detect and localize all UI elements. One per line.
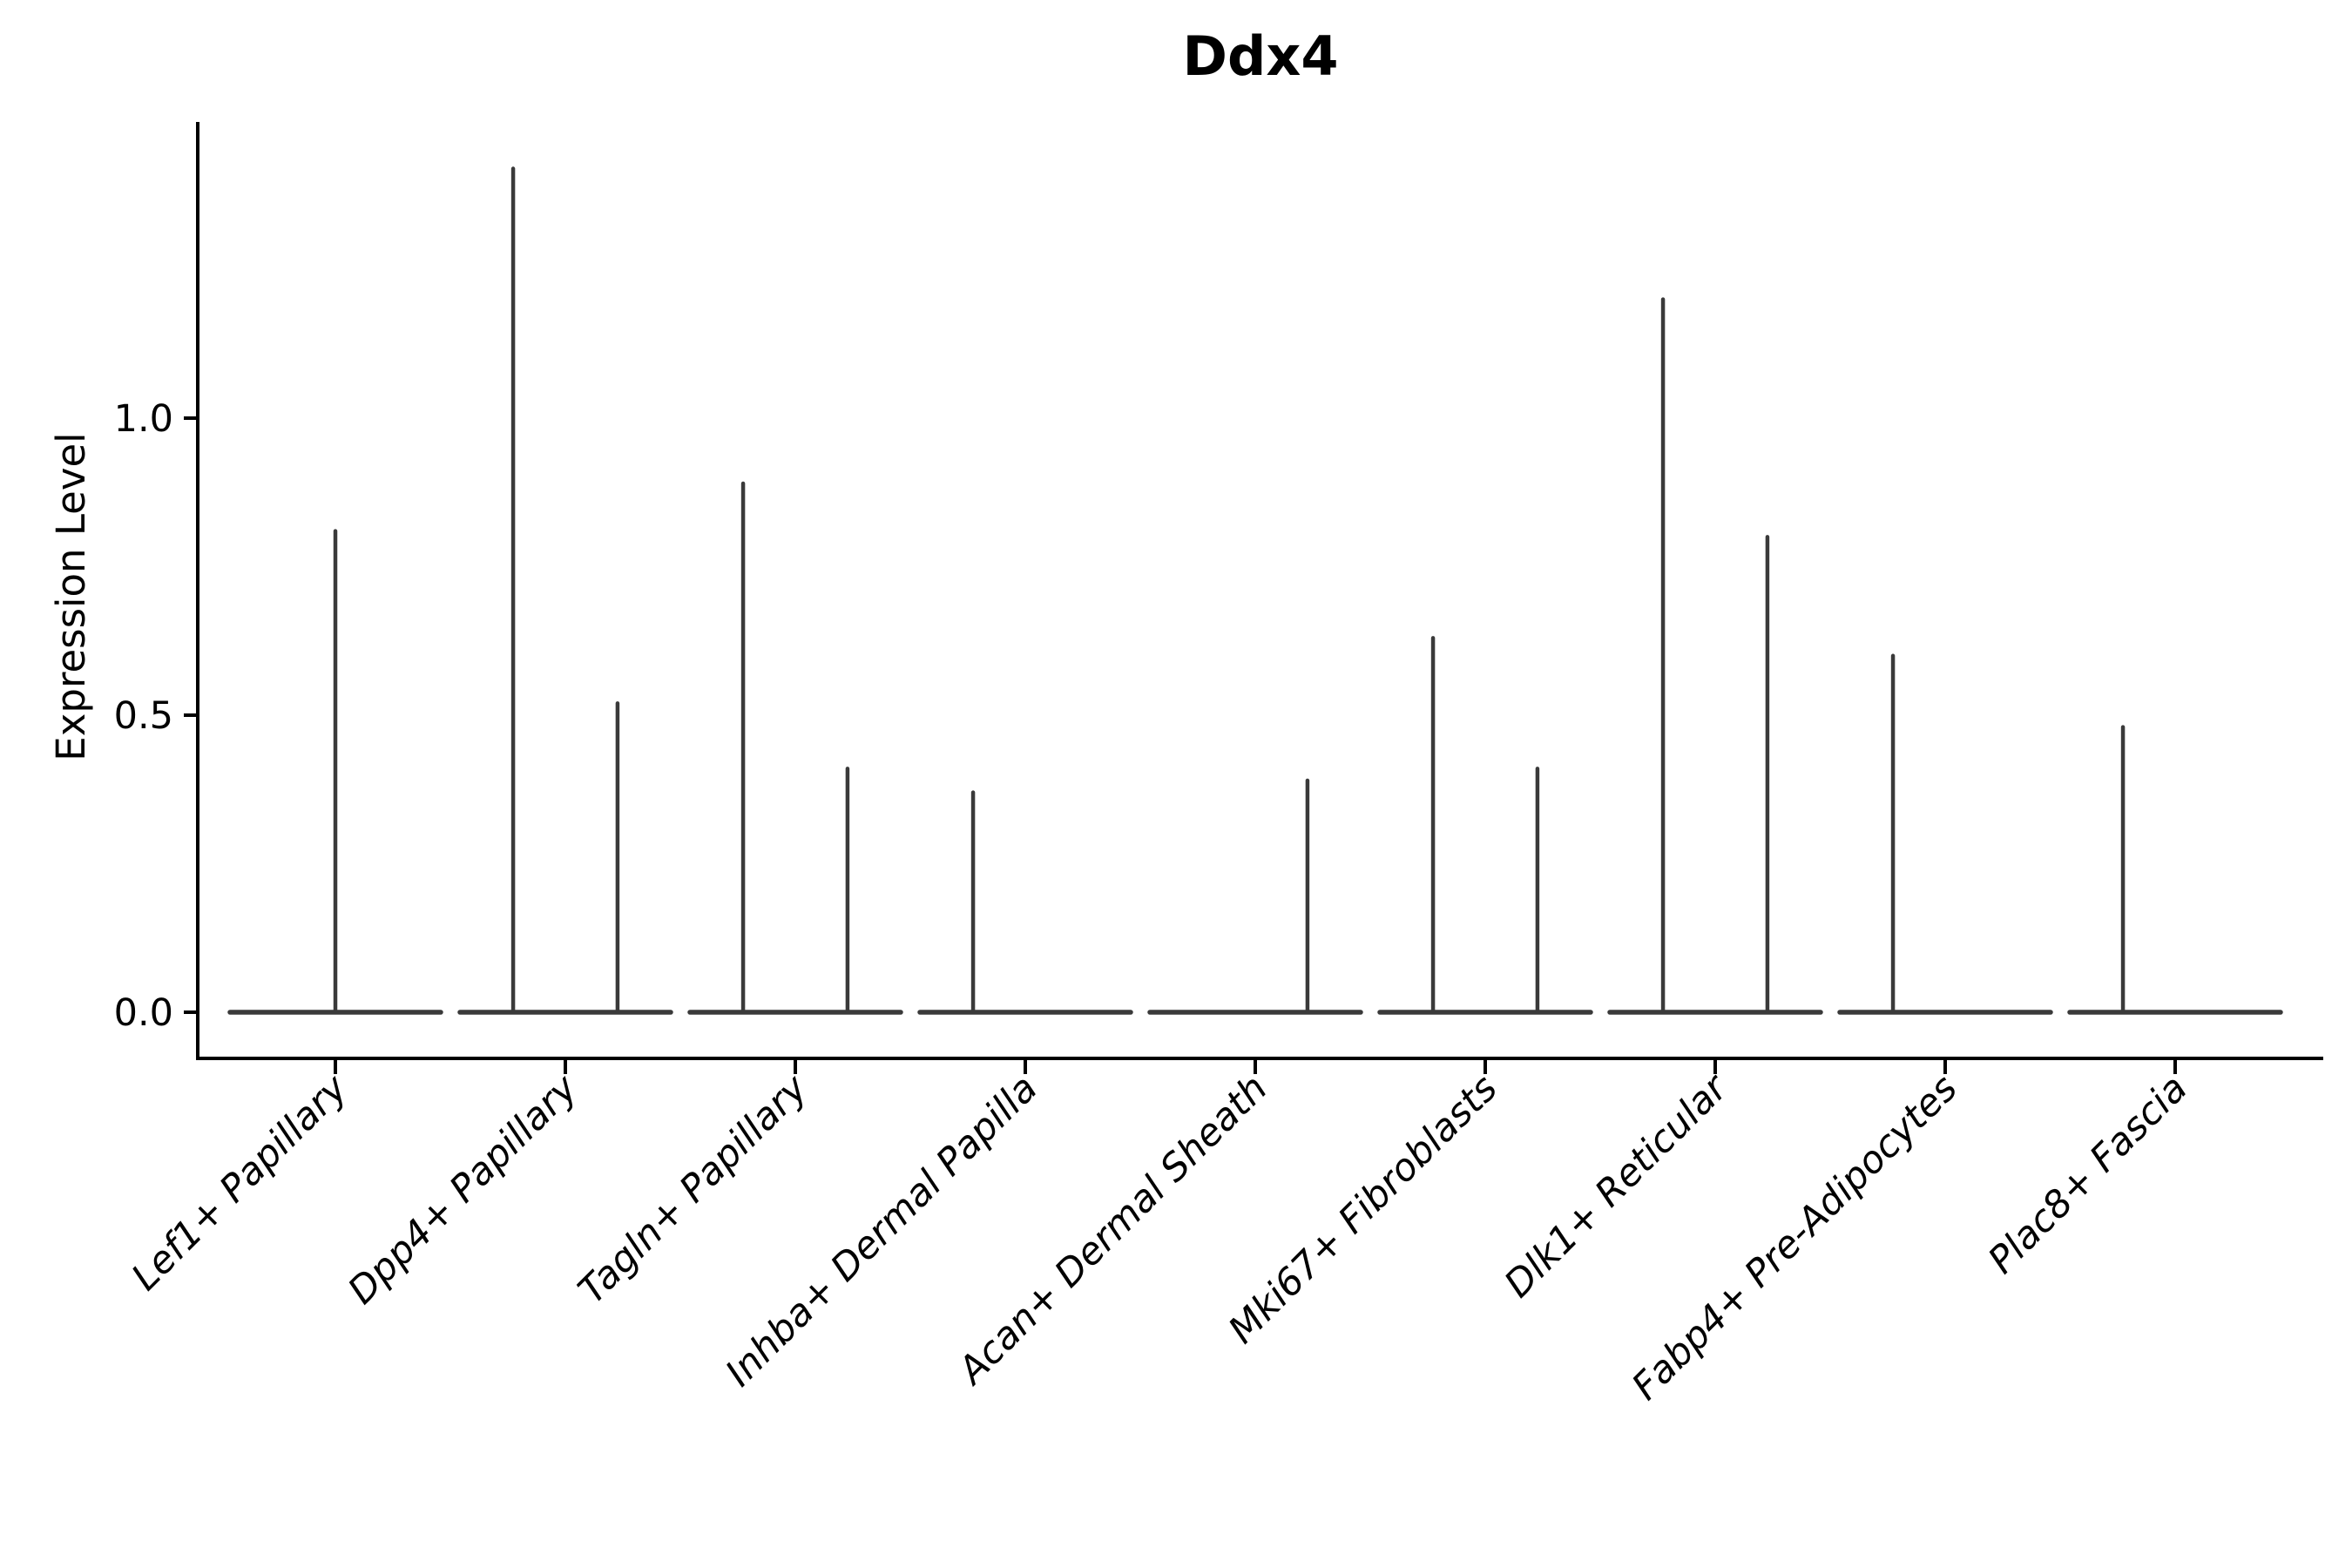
x-tick-label: Tagln+ Papillary xyxy=(571,1066,817,1313)
y-tick-label: 0.0 xyxy=(114,991,173,1035)
x-tick-label: Plac8+ Fascia xyxy=(1980,1066,2196,1282)
x-tick-label: Dpp4+ Papillary xyxy=(340,1066,586,1313)
x-tick-label: Dlk1+ Reticular xyxy=(1497,1065,1738,1307)
y-tick-label: 0.5 xyxy=(114,694,173,738)
y-tick-label: 1.0 xyxy=(114,397,173,441)
chart-title: Ddx4 xyxy=(1182,24,1339,88)
x-tick-label: Lef1+ Papillary xyxy=(124,1066,356,1299)
